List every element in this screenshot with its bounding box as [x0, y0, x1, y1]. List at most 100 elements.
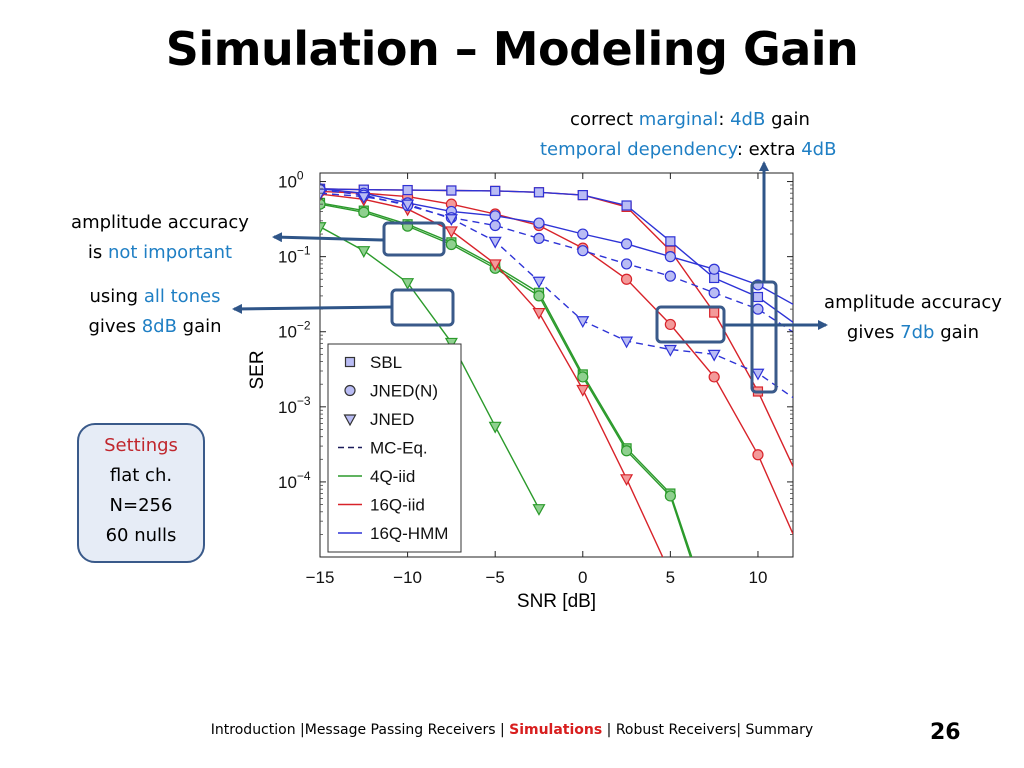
annotation-left-1: amplitude accuracy is not important: [55, 208, 265, 268]
x-tick-label: −5: [485, 568, 504, 587]
annotation-top-right-line1: correct marginal: 4dB gain: [570, 109, 810, 130]
y-axis-label: SER: [247, 350, 268, 389]
data-point-circle: [709, 624, 719, 634]
data-point-triangle: [444, 214, 458, 226]
data-point-square: [402, 184, 413, 196]
arrow-to-left-annotation-1: [272, 232, 385, 243]
annotation-top-right-line2: temporal dependency: extra 4dB: [540, 139, 837, 160]
annotation-left-2-line2: gives 8dB gain: [88, 316, 222, 337]
series-line: [320, 188, 793, 324]
data-point-circle: [797, 333, 807, 343]
annotation-left-1-line1: amplitude accuracy: [71, 212, 249, 233]
data-point-square: [710, 619, 719, 628]
y-tick-label: 10−3: [278, 394, 311, 417]
settings-title: Settings: [104, 435, 178, 456]
data-point-circle: [752, 303, 764, 315]
series-line: [320, 190, 793, 536]
data-point-circle: [664, 490, 676, 502]
data-point-circle: [797, 304, 807, 314]
footer-item-suffix: | Robust Receivers| Summary: [602, 722, 814, 738]
data-point-square: [665, 236, 676, 247]
data-point-circle: [620, 273, 633, 285]
footer-nav: Introduction |Message Passing Receivers …: [0, 722, 1024, 738]
data-point-square: [344, 356, 356, 368]
data-point-square: [533, 187, 545, 198]
data-point-triangle: [796, 400, 807, 410]
annotation-left-2: using all tones gives 8dB gain: [55, 282, 255, 342]
data-point-circle: [620, 238, 633, 250]
annotation-left-2-line1: using all tones: [89, 286, 221, 307]
x-tick-label: 10: [749, 568, 768, 587]
data-point-circle: [489, 210, 501, 222]
data-point-triangle: [357, 246, 371, 258]
data-point-circle: [344, 384, 356, 397]
data-point-triangle: [401, 199, 415, 212]
data-point-square: [446, 185, 457, 196]
data-point-circle: [708, 287, 720, 299]
data-point-circle: [752, 449, 764, 461]
legend-label: 4Q-iid: [370, 467, 415, 486]
x-tick-label: −10: [393, 568, 422, 587]
data-point-circle: [358, 206, 370, 218]
y-tick-label: 100: [278, 169, 304, 192]
annotation-right-line1: amplitude accuracy: [824, 292, 1002, 313]
data-point-triangle: [707, 349, 721, 362]
x-tick-label: 0: [578, 568, 587, 587]
settings-line-2: N=256: [109, 495, 173, 516]
data-point-circle: [533, 232, 545, 244]
x-tick-label: −15: [306, 568, 335, 587]
arrow-to-left-annotation-2: [232, 303, 393, 314]
data-point-circle: [620, 445, 633, 457]
data-point-triangle: [357, 192, 371, 204]
data-point-triangle: [488, 236, 502, 249]
data-point-square: [752, 291, 764, 303]
data-point-circle: [664, 270, 676, 282]
series-line: [320, 188, 793, 306]
data-point-triangle: [576, 316, 590, 329]
data-point-square: [797, 481, 806, 490]
legend-label: MC-Eq.: [370, 439, 428, 458]
data-point-circle: [445, 238, 457, 251]
annotation-right-line2: gives 7db gain: [846, 322, 980, 343]
data-point-square: [577, 190, 588, 201]
data-point-triangle: [620, 474, 634, 487]
data-point-triangle: [444, 226, 458, 239]
page-number: 26: [930, 720, 961, 745]
data-point-circle: [708, 263, 720, 275]
annotation-top-right: correct marginal: 4dB gain temporal depe…: [540, 105, 836, 165]
series-line: [320, 202, 693, 557]
data-point-triangle: [663, 344, 677, 357]
y-tick-label: 10−1: [278, 244, 311, 267]
y-tick-label: 10−2: [278, 319, 311, 342]
data-point-triangle: [751, 368, 765, 381]
slide-title: Simulation – Modeling Gain: [165, 22, 859, 76]
data-point-square: [621, 200, 632, 211]
data-point-circle: [533, 290, 545, 302]
series-line: [320, 203, 692, 557]
data-point-triangle: [532, 504, 546, 516]
series-line: [320, 226, 540, 510]
data-point-triangle: [444, 337, 458, 350]
data-point-circle: [664, 251, 676, 263]
data-point-triangle: [320, 188, 327, 201]
data-point-circle: [797, 549, 807, 559]
annotation-left-1-line2: is not important: [87, 242, 233, 263]
data-point-circle: [533, 217, 545, 229]
settings-line-3: 60 nulls: [105, 525, 177, 546]
footer-item-simulations: Simulations: [509, 722, 603, 738]
legend-label: JNED: [370, 410, 414, 429]
data-point-circle: [577, 228, 589, 240]
data-point-circle: [620, 258, 633, 270]
footer-item-prefix: Introduction |Message Passing Receivers …: [210, 722, 510, 738]
data-point-triangle: [532, 276, 546, 289]
data-point-triangle: [620, 336, 634, 349]
annotation-right: amplitude accuracy gives 7db gain: [808, 288, 1018, 348]
data-point-circle: [708, 371, 720, 383]
data-point-triangle: [576, 384, 590, 397]
data-point-triangle: [343, 414, 357, 427]
data-point-circle: [577, 245, 589, 257]
data-point-triangle: [532, 307, 546, 320]
legend-label: 16Q-iid: [370, 496, 425, 515]
legend-label: 16Q-HMM: [370, 524, 448, 543]
